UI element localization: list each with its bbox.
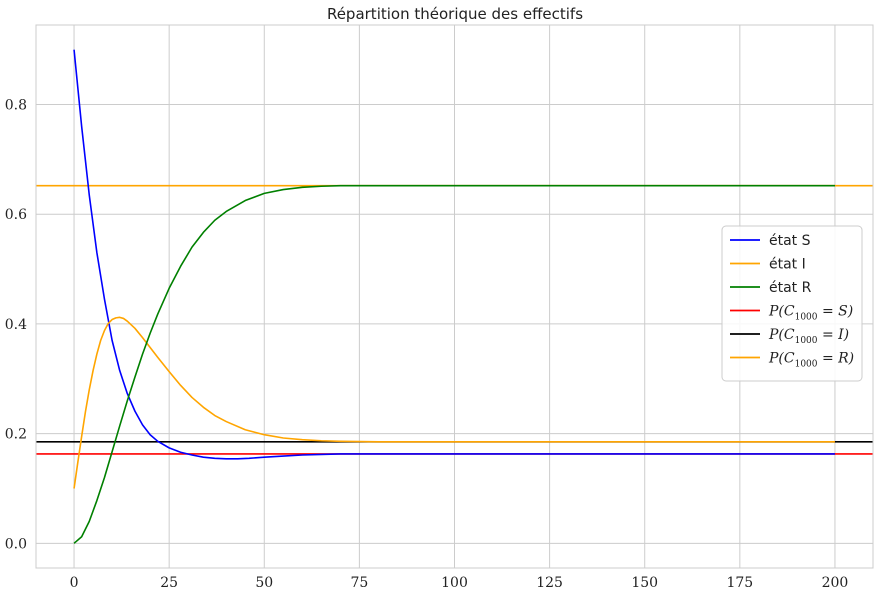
legend-label: état R [769,280,812,296]
x-tick-label: 200 [822,575,849,591]
x-tick-label: 25 [160,575,178,591]
legend-label-part: P(C [768,304,795,320]
y-tick-label: 0.6 [5,207,27,223]
legend-label: P(C1000 = S) [768,304,853,323]
x-tick-label: 125 [536,575,563,591]
legend-label-part: P(C [768,327,795,343]
legend-label: état S [769,233,811,249]
y-tick-label: 0.8 [5,98,27,114]
legend-label: état I [769,257,806,273]
tick-labels: 0 25 50 75 100 125 150 175 200 0.0 0.2 0.4 0.6 0.8 [5,98,849,591]
legend-label-part: P(C [768,351,795,367]
x-tick-label: 50 [255,575,273,591]
legend-label-part: = S) [818,304,854,320]
legend-label-subscript: 1000 [795,336,818,346]
legend-box [721,225,863,382]
y-tick-label: 0.4 [5,317,27,333]
plot-frame [35,24,874,569]
legend-label-subscript: 1000 [795,313,818,323]
y-tick-label: 0.0 [5,536,27,552]
series-line-etat-s [73,49,835,460]
x-tick-label: 150 [631,575,658,591]
series-line-etat-i [73,316,835,489]
legend-label: P(C1000 = R) [768,351,854,370]
y-tick-label: 0.2 [5,427,27,443]
legend-label-subscript: 1000 [795,360,818,370]
series-line-etat-r [73,184,835,544]
series-lines [73,49,835,544]
x-tick-label: 100 [441,575,468,591]
x-tick-label: 75 [350,575,368,591]
legend-label: P(C1000 = I) [768,327,849,346]
x-tick-label: 175 [726,575,753,591]
x-tick-label: 0 [70,575,79,591]
legend-label-part: = I) [818,327,850,343]
grid [36,25,873,568]
legend-label-part: = R) [818,351,855,367]
chart-title: Répartition théorique des effectifs [327,5,583,23]
